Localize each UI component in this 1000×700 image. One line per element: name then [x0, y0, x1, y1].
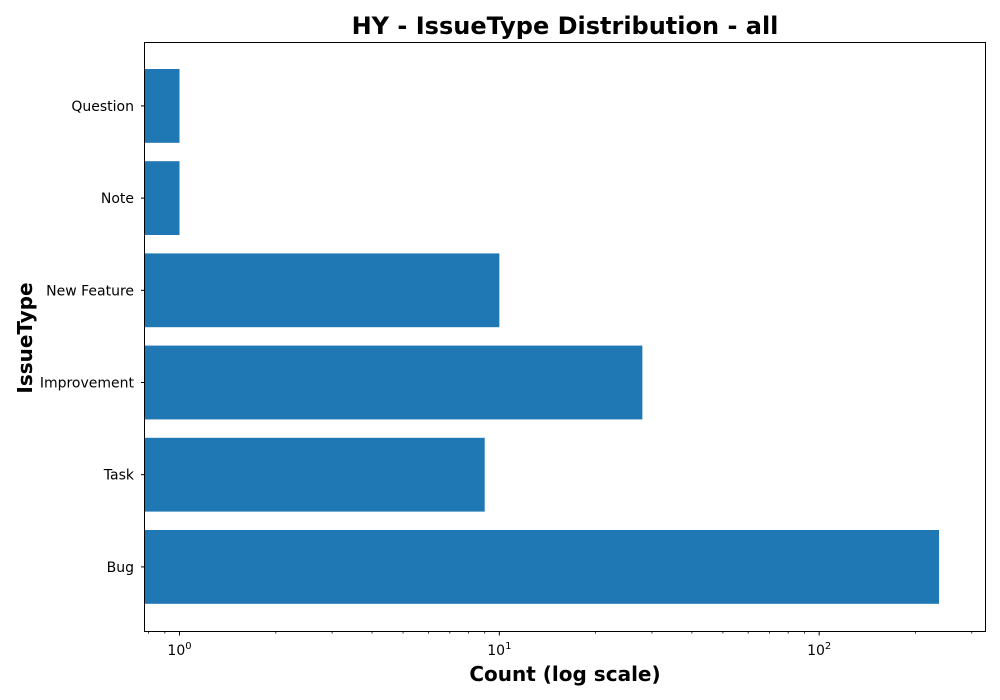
bar-task [145, 437, 485, 512]
y-tick-label: Bug [107, 560, 134, 576]
bar-note [145, 161, 180, 235]
y-axis-label: IssueType [13, 282, 37, 393]
bar-new-feature [145, 253, 500, 328]
y-axis-ticks: Bug Task Improvement New Feature Note Questio… [40, 99, 145, 576]
plot-frame [144, 42, 986, 632]
bar-question [145, 69, 180, 143]
x-tick-label: 102 [807, 641, 831, 659]
bar-bug [145, 530, 940, 604]
y-tick-label: Task [103, 468, 135, 484]
chart-title: HY - IssueType Distribution - all [352, 12, 779, 40]
bars-group [145, 69, 940, 604]
y-tick-label: Improvement [40, 376, 135, 392]
x-tick-label: 100 [167, 641, 191, 659]
x-tick-label: 101 [487, 641, 511, 659]
y-tick-label: New Feature [46, 283, 134, 299]
x-axis-label: Count (log scale) [469, 662, 660, 686]
y-tick-label: Note [101, 191, 134, 207]
x-axis-ticks: 100 101 102 [148, 631, 973, 659]
bar-improvement [145, 345, 643, 420]
y-tick-label: Question [71, 99, 134, 115]
